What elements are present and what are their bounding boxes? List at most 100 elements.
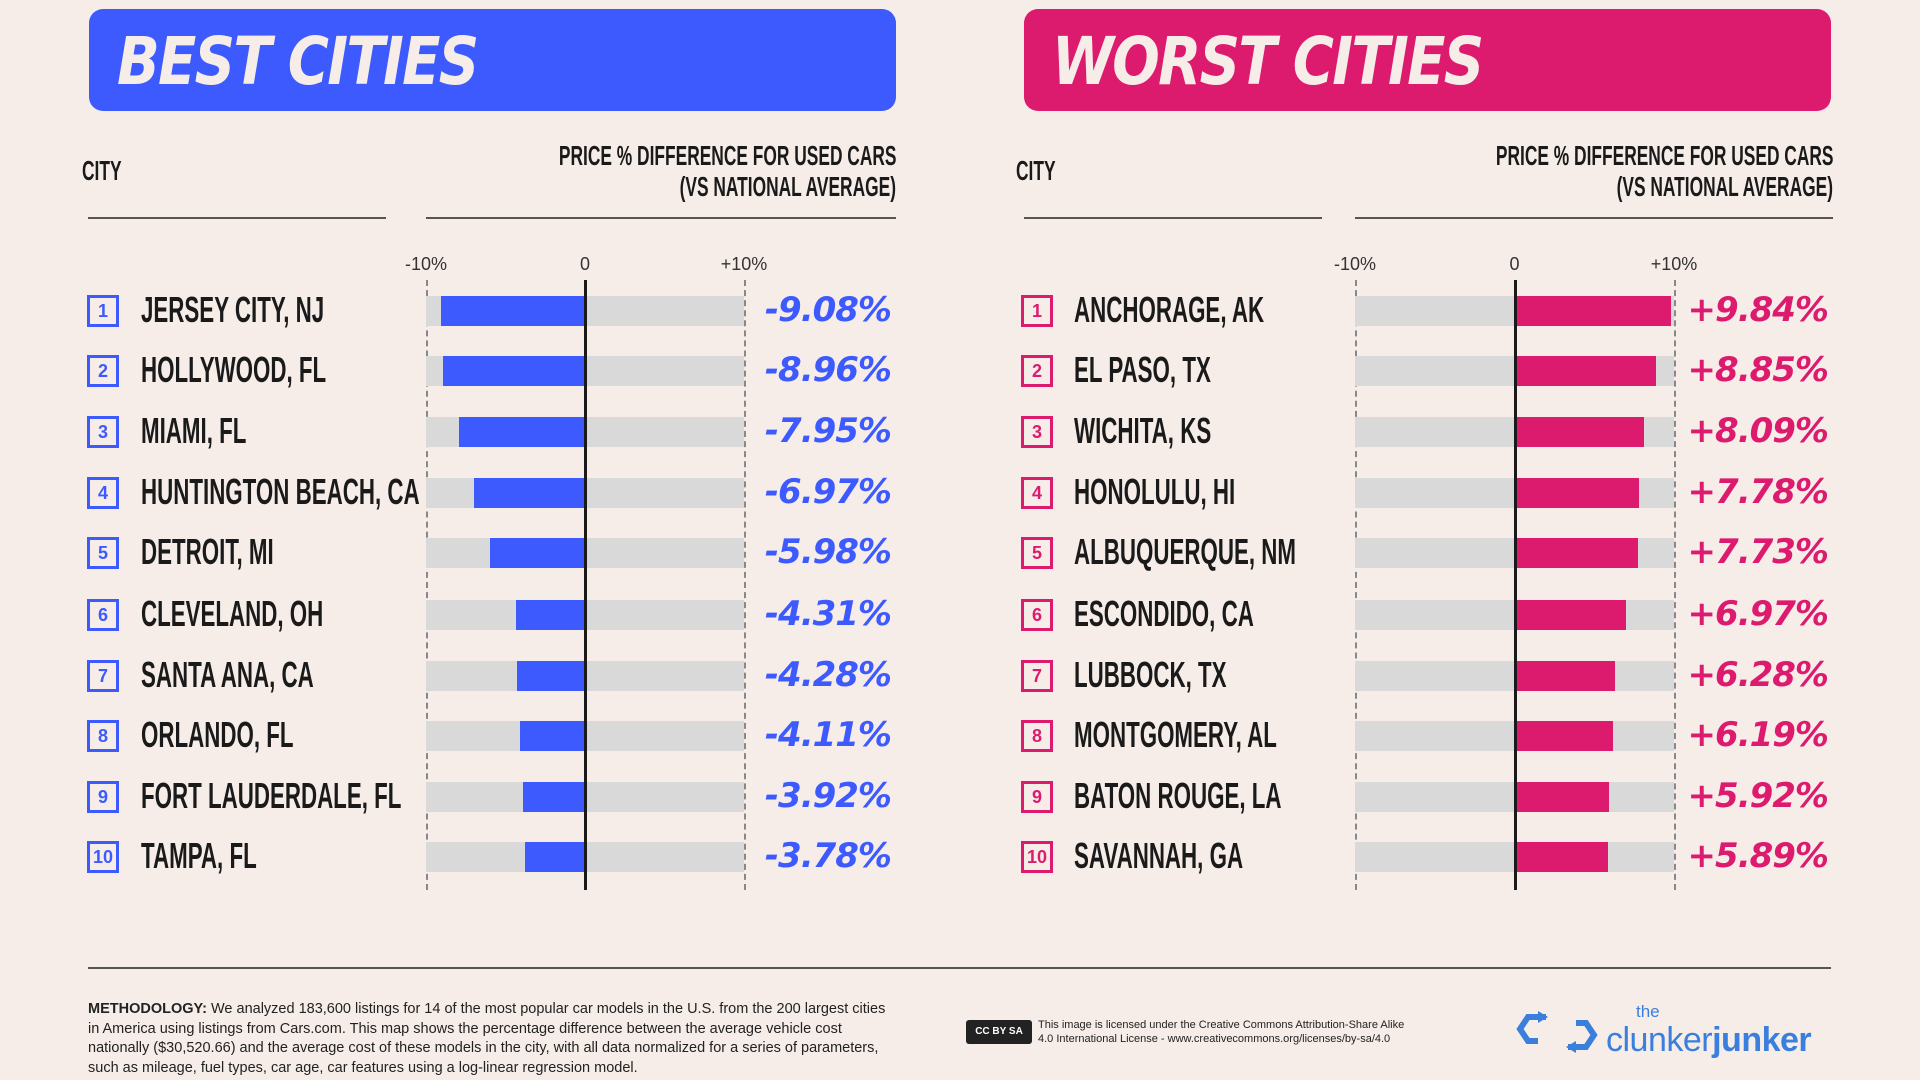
- city-name-text: HUNTINGTON BEACH, CA: [141, 471, 420, 512]
- city-name: TAMPA, FL: [141, 836, 328, 876]
- city-name-text: MIAMI, FL: [141, 410, 247, 451]
- city-name-text: SANTA ANA, CA: [141, 654, 314, 695]
- price-header-price_line2: (VS NATIONAL AVERAGE): [679, 171, 896, 202]
- rank-badge: 9: [87, 781, 119, 813]
- city-name: ANCHORAGE, AK: [1074, 290, 1381, 330]
- value-label: -6.97%: [764, 472, 892, 512]
- value-label: -9.08%: [764, 290, 892, 330]
- city-name: EL PASO, TX: [1074, 350, 1295, 390]
- rank-badge: 5: [87, 537, 119, 569]
- city-name-text: ANCHORAGE, AK: [1074, 289, 1265, 330]
- rank-badge: 7: [1021, 660, 1053, 692]
- zero-axis-line: [584, 280, 587, 890]
- value-label: -4.31%: [764, 594, 892, 634]
- value-label: -3.92%: [764, 776, 892, 816]
- city-name-text: MONTGOMERY, AL: [1074, 714, 1277, 755]
- rank-badge: 1: [87, 295, 119, 327]
- rank-badge: 10: [87, 841, 119, 873]
- city-name: ORLANDO, FL: [141, 715, 387, 755]
- value-label: +6.28%: [1687, 655, 1829, 695]
- city-name-text: BATON ROUGE, LA: [1074, 775, 1282, 816]
- clunkerjunker-logo: the clunkerjunker: [1516, 1003, 1836, 1059]
- best-cities-banner: BEST CITIES: [89, 9, 896, 111]
- city-name: HUNTINGTON BEACH, CA: [141, 472, 590, 512]
- city-name-text: HOLLYWOOD, FL: [141, 349, 327, 390]
- price-header-rule: [426, 217, 896, 219]
- recycle-arrows-icon: [1516, 1011, 1598, 1053]
- city-name: HONOLULU, HI: [1074, 472, 1334, 512]
- axis-tick-label: 0: [579, 254, 591, 274]
- license-line-2: 4.0 International License - www.creative…: [1038, 1033, 1391, 1045]
- rank-badge: 6: [1021, 599, 1053, 631]
- city-name-text: ESCONDIDO, CA: [1074, 593, 1254, 634]
- value-label: +8.85%: [1687, 350, 1829, 390]
- rank-badge: 3: [1021, 416, 1053, 448]
- price-column-header: PRICE % DIFFERENCE FOR USED CARS (VS NATI…: [296, 140, 896, 202]
- methodology-text: We analyzed 183,600 listings for 14 of t…: [88, 1001, 886, 1076]
- axis-min-gridline: [1355, 280, 1357, 890]
- logo-wordmark: clunkerjunker: [1606, 1021, 1812, 1059]
- city-name: BATON ROUGE, LA: [1074, 776, 1409, 816]
- data-bar: [1514, 842, 1609, 872]
- data-bar: [524, 842, 585, 872]
- data-bar: [1514, 356, 1656, 386]
- city-header-text: CITY: [82, 155, 122, 186]
- license-text: This image is licensed under the Creativ…: [1038, 1018, 1404, 1046]
- price-header-rule: [1355, 217, 1833, 219]
- city-name: ALBUQUERQUE, NM: [1074, 532, 1432, 572]
- axis-max-gridline: [1674, 280, 1676, 890]
- logo-junker: junker: [1712, 1021, 1812, 1059]
- rank-badge: 1: [1021, 295, 1053, 327]
- value-label: +8.09%: [1687, 411, 1829, 451]
- price-header-price_line2: (VS NATIONAL AVERAGE): [1616, 171, 1833, 202]
- city-name: SANTA ANA, CA: [141, 655, 420, 695]
- value-label: +7.78%: [1687, 472, 1829, 512]
- city-name: ESCONDIDO, CA: [1074, 594, 1364, 634]
- city-name: CLEVELAND, OH: [141, 594, 435, 634]
- axis-tick-label: +10%: [1650, 254, 1698, 274]
- data-bar: [1514, 661, 1615, 691]
- value-label: +5.92%: [1687, 776, 1829, 816]
- data-bar: [1514, 478, 1639, 508]
- price-column-header: PRICE % DIFFERENCE FOR USED CARS (VS NATI…: [1233, 140, 1833, 202]
- city-name-text: CLEVELAND, OH: [141, 593, 324, 634]
- city-name: HOLLYWOOD, FL: [141, 350, 440, 390]
- data-bar: [442, 356, 585, 386]
- data-bar: [474, 478, 585, 508]
- rank-badge: 7: [87, 660, 119, 692]
- zero-axis-line: [1513, 280, 1517, 890]
- city-name: SAVANNAH, GA: [1074, 836, 1347, 876]
- worst-cities-banner: WORST CITIES: [1024, 9, 1831, 111]
- rank-badge: 9: [1021, 781, 1053, 813]
- rank-badge: 6: [87, 599, 119, 631]
- axis-tick-label: -10%: [1333, 254, 1377, 274]
- city-header-rule: [88, 217, 386, 219]
- price-header-price_line1: PRICE % DIFFERENCE FOR USED CARS: [558, 140, 896, 171]
- data-bar: [516, 600, 585, 630]
- banner-title: WORST CITIES: [1052, 23, 1484, 100]
- city-name-text: ALBUQUERQUE, NM: [1074, 531, 1296, 572]
- data-bar: [522, 782, 585, 812]
- value-label: -5.98%: [764, 532, 892, 572]
- value-label: +9.84%: [1687, 290, 1829, 330]
- data-bar: [440, 296, 585, 326]
- axis-tick-label: +10%: [720, 254, 768, 274]
- axis-tick-label: 0: [1509, 254, 1520, 274]
- value-label: +6.97%: [1687, 594, 1829, 634]
- value-label: -7.95%: [764, 411, 892, 451]
- city-column-header: CITY: [82, 155, 146, 186]
- city-name-text: LUBBOCK, TX: [1074, 654, 1227, 695]
- data-bar: [1514, 417, 1644, 447]
- rank-badge: 3: [87, 416, 119, 448]
- axis-tick-label: -10%: [404, 254, 448, 274]
- license-line-1: This image is licensed under the Creativ…: [1038, 1019, 1405, 1031]
- city-name: DETROIT, MI: [141, 532, 355, 572]
- city-name: JERSEY CITY, NJ: [141, 290, 436, 330]
- rank-badge: 2: [87, 355, 119, 387]
- rank-badge: 2: [1021, 355, 1053, 387]
- axis-max-gridline: [744, 280, 746, 890]
- city-name: FORT LAUDERDALE, FL: [141, 776, 561, 816]
- value-label: -3.78%: [764, 836, 892, 876]
- city-name: MONTGOMERY, AL: [1074, 715, 1401, 755]
- data-bar: [1514, 782, 1609, 812]
